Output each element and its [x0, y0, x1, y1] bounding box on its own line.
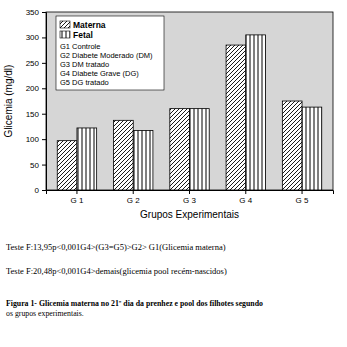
y-tick-mark: [42, 12, 46, 13]
x-tick-label: G 1: [70, 196, 83, 205]
group-description: G1 Controle: [60, 42, 100, 51]
legend-label: Fetal: [73, 30, 93, 40]
y-tick-label: 150: [26, 110, 40, 119]
bar: [246, 35, 266, 190]
x-tick: G 2: [127, 190, 140, 205]
x-tick-label: G 2: [127, 196, 140, 205]
legend-swatch: [60, 31, 70, 38]
y-tick-mark: [42, 114, 46, 115]
plot-area: [46, 12, 333, 190]
y-tick-label: 250: [26, 59, 40, 68]
bar: [170, 109, 190, 190]
y-tick-label: 50: [30, 161, 39, 170]
x-tick-mark: [302, 190, 303, 194]
caption: os grupos experimentais.: [6, 309, 84, 318]
bars: [57, 35, 321, 190]
bar: [302, 107, 322, 190]
y-tick-mark: [42, 88, 46, 89]
group-description: G4 Diabete Grave (DG): [60, 69, 139, 78]
x-tick: G 3: [183, 190, 196, 205]
chart: 0 50 100 150 200 250 300 350 G 1 G 2 G 3 G 4 G 5 Glic…: [0, 0, 347, 347]
legend-swatch: [60, 21, 70, 28]
bar: [282, 101, 302, 190]
y-tick-mark: [42, 63, 46, 64]
x-tick-mark: [245, 190, 246, 194]
y-tick-mark: [42, 190, 46, 191]
y-tick-mark: [42, 165, 46, 166]
y-tick: 150: [26, 110, 46, 119]
annotation: Teste F:20,48p<0,001G4>demais(glicemia p…: [6, 266, 227, 276]
x-axis: G 1 G 2 G 3 G 4 G 5: [47, 190, 334, 205]
bar: [226, 45, 246, 190]
y-tick: 350: [26, 8, 46, 17]
x-axis-line: [47, 191, 334, 195]
legend: MaternaFetal G1 ControleG2 Diabete Modera…: [56, 16, 164, 90]
y-tick-label: 350: [26, 8, 40, 17]
y-tick: 50: [30, 161, 46, 170]
x-tick-mark: [133, 190, 134, 194]
y-axis-line: [42, 13, 47, 191]
y-tick: 0: [35, 186, 46, 195]
y-axis: 0 50 100 150 200 250 300 350: [26, 8, 47, 195]
bar: [77, 128, 97, 190]
x-tick-mark: [189, 190, 190, 194]
caption: Figura 1- Glicemia materna no 21º dia da…: [6, 299, 263, 308]
group-description: G3 DM tratado: [60, 60, 109, 69]
bar: [57, 141, 77, 190]
x-axis-title: Grupos Experimentais: [140, 209, 239, 220]
annotation: Teste F:13,95p<0,001G4>(G3=G5)>G2> G1(Gl…: [6, 242, 226, 252]
x-tick-mark: [76, 190, 77, 194]
x-tick-label: G 3: [183, 196, 196, 205]
x-tick: G 5: [296, 190, 309, 205]
legend-label: Materna: [73, 20, 106, 30]
x-tick: G 1: [70, 190, 83, 205]
y-tick-mark: [42, 37, 46, 38]
group-description: G5 DG tratado: [60, 78, 109, 87]
x-tick-label: G 5: [296, 196, 309, 205]
y-tick-label: 200: [26, 84, 40, 93]
bar: [114, 120, 134, 190]
bar: [190, 109, 210, 190]
y-axis-title: Glicemia (mg/dl): [3, 65, 14, 138]
y-tick-mark: [42, 139, 46, 140]
y-tick: 200: [26, 84, 46, 93]
bar: [133, 130, 153, 190]
y-tick: 100: [26, 135, 46, 144]
legend-box: [56, 16, 164, 90]
y-tick-label: 300: [26, 33, 40, 42]
y-tick-label: 0: [35, 186, 40, 195]
x-tick: G 4: [239, 190, 252, 205]
x-tick-label: G 4: [239, 196, 252, 205]
y-tick: 300: [26, 33, 46, 42]
y-tick-label: 100: [26, 135, 40, 144]
group-description: G2 Diabete Moderado (DM): [60, 51, 153, 60]
y-tick: 250: [26, 59, 46, 68]
